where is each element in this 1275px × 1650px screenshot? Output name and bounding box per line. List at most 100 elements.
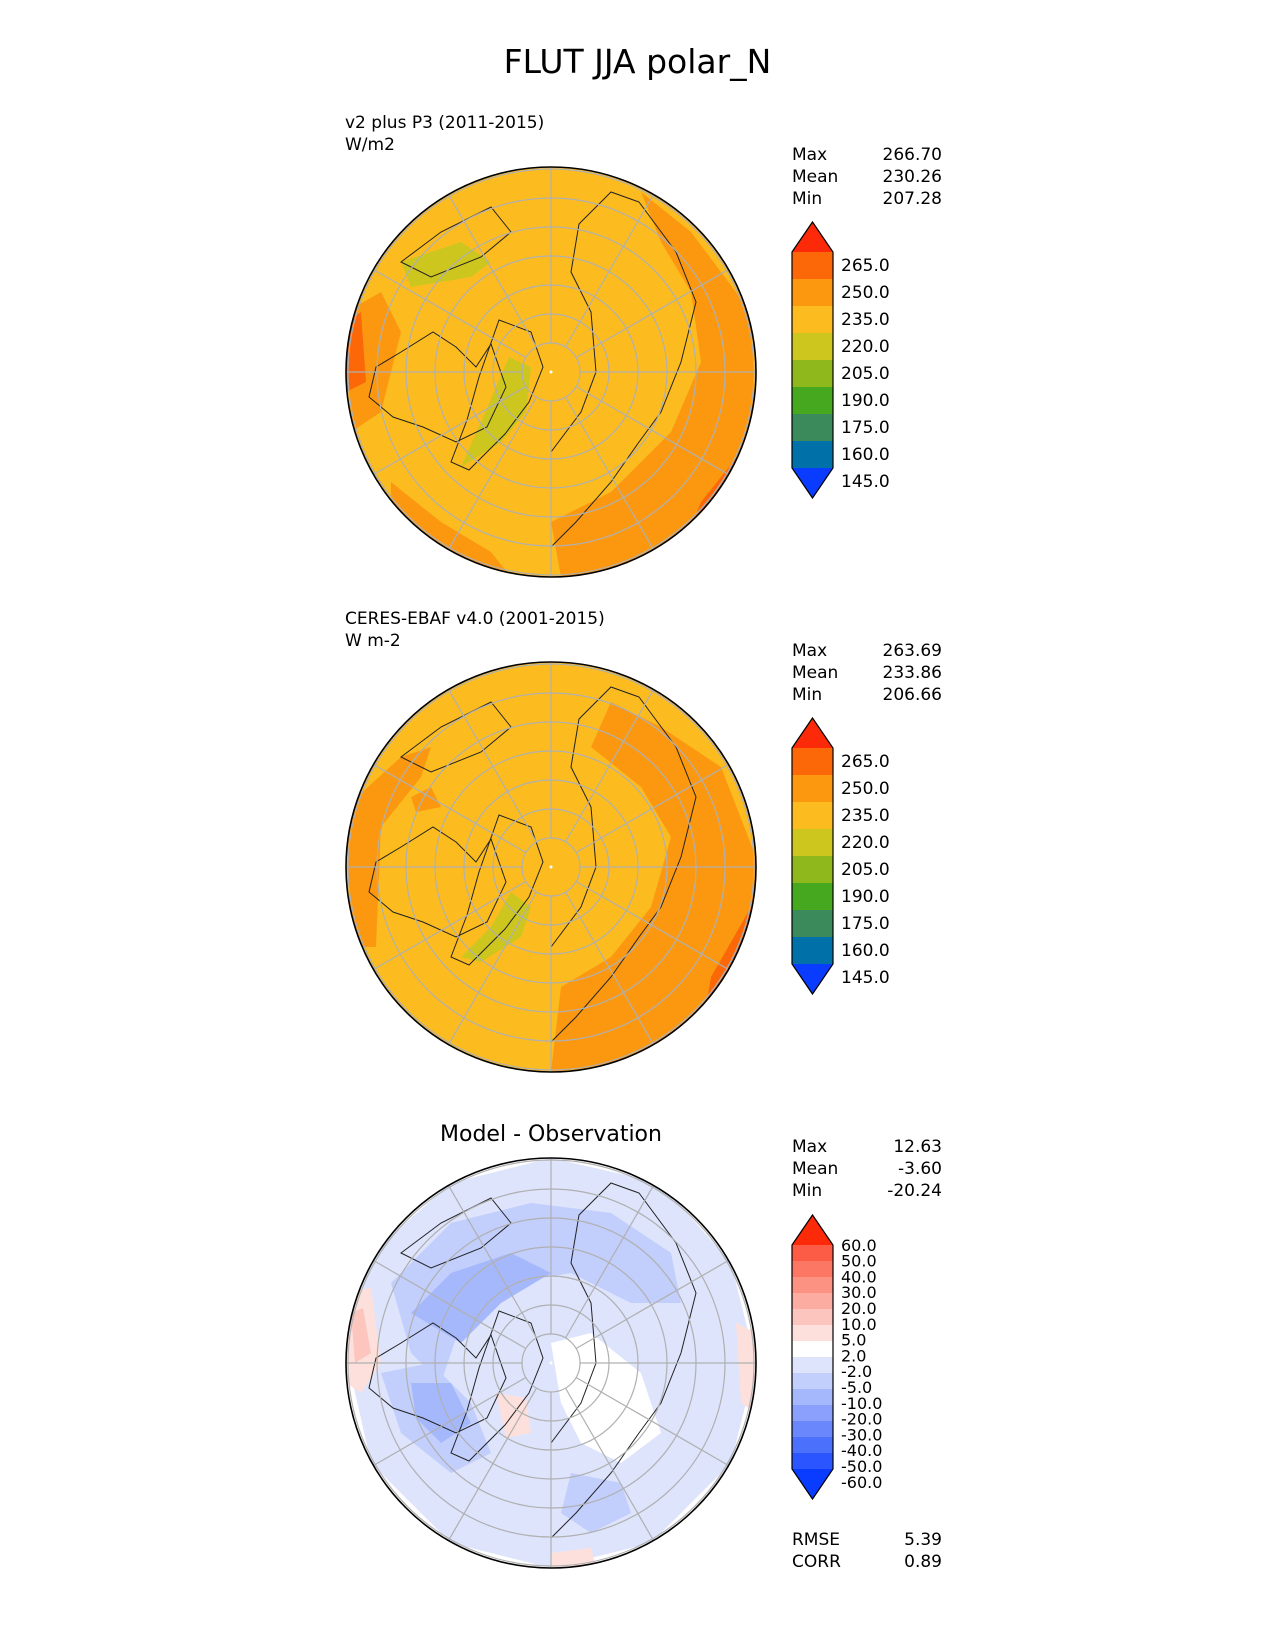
stat-value: 266.70 [882, 145, 942, 165]
colorbar-segment [792, 387, 833, 415]
colorbar-tick-label: 175.0 [841, 418, 890, 438]
colorbar-segment [792, 910, 833, 938]
colorbar-segment [792, 1405, 833, 1422]
stat-label: Min [792, 685, 823, 705]
meridian-line [575, 763, 729, 854]
map-boundary [345, 661, 757, 1073]
colorbar-tick-label: -10.0 [841, 1394, 882, 1413]
coastline [368, 1322, 507, 1434]
coastline [450, 319, 544, 471]
meridian-line [447, 1387, 538, 1541]
stat-value: -3.60 [898, 1159, 942, 1179]
colorbar-tick-label: 20.0 [841, 1299, 877, 1318]
colorbar-tick-label: -60.0 [841, 1473, 882, 1492]
colorbar-segment [792, 829, 833, 857]
meridian-line [373, 268, 527, 359]
colorbar-segment [792, 1357, 833, 1374]
coastline [368, 331, 507, 443]
pole-marker [549, 1361, 553, 1365]
colorbar-tick-label: 235.0 [841, 310, 890, 330]
coastline [450, 1310, 544, 1462]
colorbar-segment [792, 1309, 833, 1326]
contour-region [551, 1333, 661, 1463]
meridian-line [564, 689, 655, 843]
colorbar-tick-label: 250.0 [841, 283, 890, 303]
colorbar-tick-label: 205.0 [841, 364, 890, 384]
colorbar-tick-label: 175.0 [841, 914, 890, 934]
contour-region [351, 1308, 371, 1363]
colorbar-tick-label: 2.0 [841, 1346, 866, 1365]
meridian-line [447, 1185, 538, 1339]
coastline [400, 1197, 512, 1269]
colorbar-segment [792, 1453, 833, 1470]
colorbar-segment [792, 1437, 833, 1454]
colorbar-segment [792, 279, 833, 307]
colorbar-tick-label: 60.0 [841, 1236, 877, 1255]
meridian-line [575, 268, 729, 359]
colorbar-2: 60.050.040.030.020.010.05.02.0-2.0-5.0-1… [791, 1213, 882, 1501]
metric-value: 0.89 [904, 1552, 942, 1572]
contour-region [561, 1473, 631, 1533]
meridian-line [447, 194, 538, 348]
meridian-line [373, 1259, 527, 1350]
contour-region [551, 192, 756, 577]
diff-stats: Max 12.63 Mean -3.60 Min -20.24 [792, 1136, 942, 1202]
stat-label: Mean [792, 1159, 839, 1179]
colorbar-segment [792, 1245, 833, 1262]
model-subtitle: v2 plus P3 (2011-2015) [345, 113, 545, 133]
colorbar-tick-label: 250.0 [841, 779, 890, 799]
metric-value: 5.39 [904, 1530, 942, 1550]
colorbar-tick-label: -50.0 [841, 1457, 882, 1476]
obs-units: W m-2 [345, 631, 401, 651]
metric-label: CORR [792, 1552, 841, 1572]
colorbar-tick-label: 190.0 [841, 391, 890, 411]
meridian-line [564, 194, 655, 348]
contour-region [736, 1323, 756, 1413]
stat-label: Max [792, 1137, 828, 1157]
colorbar-segment [792, 306, 833, 334]
stat-label: Max [792, 145, 828, 165]
colorbar-segment [792, 1421, 833, 1438]
colorbar-tick-label: 160.0 [841, 445, 890, 465]
colorbar-tick-label: 10.0 [841, 1315, 877, 1334]
map-boundary [345, 1157, 757, 1569]
colorbar-tick-label: 220.0 [841, 337, 890, 357]
coastline [450, 814, 544, 966]
colorbar-extend-max [792, 222, 833, 252]
meridian-line [575, 1376, 729, 1467]
colorbar-segment [792, 441, 833, 469]
contour-region [461, 892, 531, 962]
colorbar-segment [792, 937, 833, 965]
colorbar-tick-label: 220.0 [841, 833, 890, 853]
colorbar-extend-min [792, 964, 833, 994]
colorbar-tick-label: 265.0 [841, 752, 890, 772]
meridian-line [564, 1387, 655, 1541]
contour-region [411, 787, 441, 812]
obs-subtitle: CERES-EBAF v4.0 (2001-2015) [345, 609, 605, 629]
contour-region [496, 1393, 531, 1438]
coastline [550, 1182, 697, 1540]
colorbar-tick-label: 5.0 [841, 1331, 866, 1350]
colorbar-extend-min [792, 468, 833, 498]
obs-stats: Max 263.69 Mean 233.86 Min 206.66 [792, 640, 942, 706]
colorbar-tick-label: 205.0 [841, 860, 890, 880]
contour-region [551, 702, 756, 1072]
coastline [550, 686, 697, 1044]
coastline [400, 206, 512, 278]
colorbar-tick-label: -5.0 [841, 1378, 872, 1397]
colorbar-segment [792, 360, 833, 388]
colorbar-extend-min [792, 1469, 833, 1499]
meridian-line [564, 891, 655, 1045]
stat-value: -20.24 [887, 1181, 942, 1201]
model-units: W/m2 [345, 135, 395, 155]
coastline [550, 191, 697, 549]
pole-marker [549, 370, 553, 374]
stat-label: Mean [792, 167, 839, 187]
colorbar-segment [792, 775, 833, 803]
meridian-line [373, 763, 527, 854]
contour-region [391, 482, 511, 577]
colorbar-tick-label: -30.0 [841, 1425, 882, 1444]
stat-value: 263.69 [882, 641, 942, 661]
coastline [400, 701, 512, 773]
